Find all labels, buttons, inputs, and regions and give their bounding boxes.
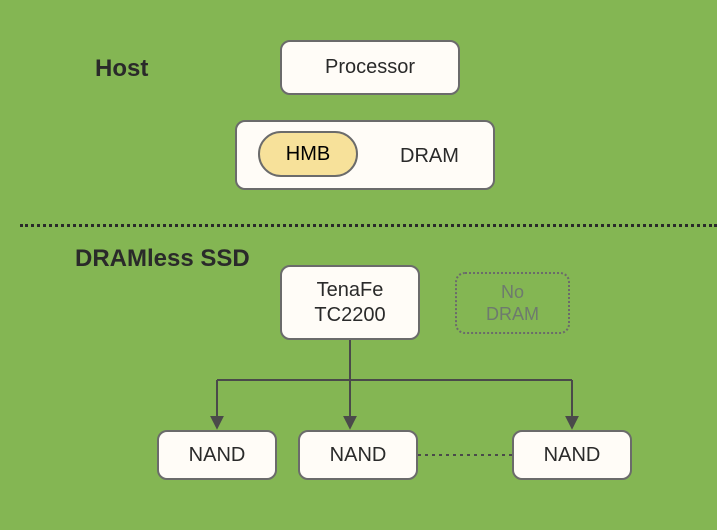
no-dram-box: No DRAM xyxy=(455,272,570,334)
no-dram-line1: No xyxy=(486,281,539,304)
hmb-text: HMB xyxy=(286,143,330,166)
processor-box: Processor xyxy=(280,40,460,95)
nand-box-3: NAND xyxy=(512,430,632,480)
nand-box-1: NAND xyxy=(157,430,277,480)
processor-text: Processor xyxy=(325,56,415,79)
no-dram-line2: DRAM xyxy=(486,303,539,326)
hmb-pill: HMB xyxy=(258,131,358,177)
host-label: Host xyxy=(95,55,148,83)
controller-box: TenaFe TC2200 xyxy=(280,265,420,340)
nand-text-3: NAND xyxy=(544,444,601,467)
controller-line2: TC2200 xyxy=(314,303,385,328)
nand-box-2: NAND xyxy=(298,430,418,480)
section-divider xyxy=(20,224,717,227)
controller-line1: TenaFe xyxy=(314,278,385,303)
nand-text-1: NAND xyxy=(189,444,246,467)
nand-text-2: NAND xyxy=(330,444,387,467)
ssd-label: DRAMless SSD xyxy=(75,245,250,273)
dram-text: DRAM xyxy=(400,145,459,168)
